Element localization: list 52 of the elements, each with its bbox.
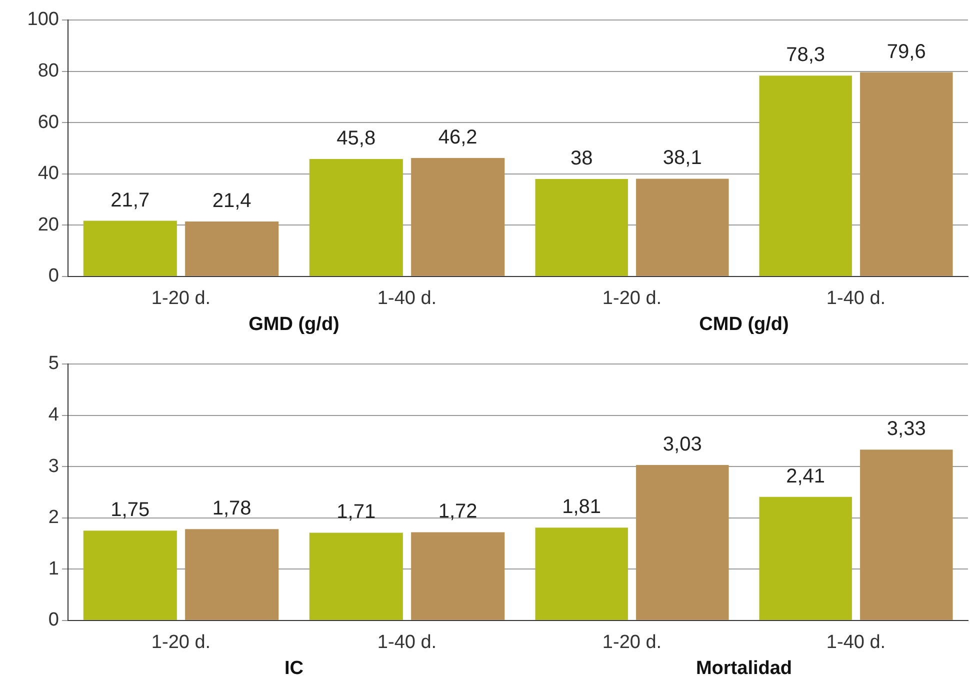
y-tick-label: 20 (38, 214, 59, 236)
data-label: 1,75 (110, 499, 150, 522)
y-tick-label: 60 (38, 112, 59, 133)
data-label: 1,72 (438, 500, 478, 523)
data-label: 1,71 (336, 501, 376, 524)
data-label: 78,3 (786, 44, 826, 66)
x-axis-title: IC (284, 658, 304, 679)
x-tick-label: 1-20 d. (602, 288, 662, 310)
bar (860, 72, 953, 276)
x-tick-label: 1-40 d. (826, 288, 886, 310)
data-label: 21,4 (212, 190, 252, 212)
x-tick-label: 1-20 d. (151, 632, 211, 654)
y-tick-label: 2 (48, 507, 59, 528)
x-tick-label: 1-40 d. (377, 288, 437, 310)
y-tick-label: 0 (48, 266, 59, 287)
x-axis-title: GMD (g/d) (248, 314, 340, 335)
bar (83, 220, 177, 276)
y-tick-label: 0 (48, 610, 59, 631)
data-label: 1,81 (562, 496, 602, 518)
y-tick-label: 3 (48, 456, 59, 477)
y-tick-label: 40 (38, 163, 59, 184)
bar (411, 158, 505, 276)
data-label: 2,41 (786, 465, 826, 488)
x-axis-title: CMD (g/d) (699, 314, 789, 335)
y-tick-label: 1 (48, 558, 59, 580)
x-tick-label: 1-40 d. (826, 632, 886, 654)
x-tick-label: 1-20 d. (151, 288, 211, 310)
bar (860, 450, 953, 620)
data-label: 45,8 (336, 127, 376, 150)
x-tick-label: 1-40 d. (377, 632, 437, 654)
bar (535, 528, 628, 620)
y-tick-label: 100 (27, 9, 59, 30)
bar (636, 178, 729, 276)
data-label: 79,6 (886, 40, 926, 63)
x-tick-label: 1-20 d. (602, 632, 662, 654)
data-label: 3,33 (886, 418, 926, 440)
data-label: 21,7 (110, 189, 150, 212)
data-label: 46,2 (438, 126, 478, 148)
y-tick-label: 80 (38, 60, 59, 82)
bar (535, 178, 628, 276)
data-label: 38,1 (662, 147, 702, 170)
bar (309, 158, 403, 276)
y-tick-label: 4 (48, 404, 60, 426)
x-axis-title: Mortalidad (696, 658, 792, 679)
data-label: 38 (570, 147, 593, 170)
bar (185, 222, 279, 276)
data-label: 3,03 (662, 434, 702, 456)
bar (759, 76, 852, 276)
data-label: 1,78 (212, 498, 252, 520)
bar (636, 465, 729, 620)
bar (759, 496, 852, 620)
y-tick-label: 5 (48, 353, 59, 374)
